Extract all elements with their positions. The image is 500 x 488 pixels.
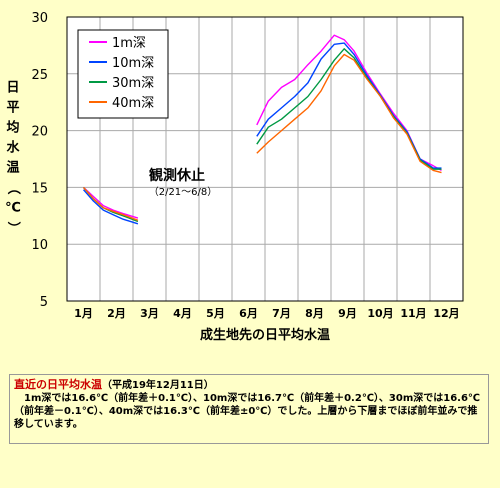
legend: 1m深 10m深 30m深 40m深 — [77, 29, 169, 119]
y-tick-label: 10 — [31, 238, 48, 253]
x-tick-label: 12月 — [433, 307, 459, 320]
x-tick-label: 2月 — [107, 307, 126, 320]
x-tick-label: 5月 — [206, 307, 225, 320]
note-body: 1m深では16.6℃（前年差＋0.1℃）、10m深では16.7℃（前年差＋0.2… — [14, 393, 481, 430]
x-tick-label: 6月 — [239, 307, 258, 320]
legend-label: 40m深 — [112, 96, 154, 111]
x-tick-label: 11月 — [400, 307, 426, 320]
legend-label: 30m深 — [112, 76, 154, 91]
y-label-char: 平 — [6, 101, 19, 116]
y-label-char: ℃ — [5, 201, 21, 216]
y-tick-label: 30 — [31, 11, 48, 26]
latest-temperature-note: 直近の日平均水温（平成19年12月11日） 1m深では16.6℃（前年差＋0.1… — [9, 374, 489, 444]
x-tick-label: 1月 — [74, 307, 93, 320]
y-label-char: 温 — [6, 161, 19, 176]
x-tick-label: 7月 — [272, 307, 291, 320]
plot-frame — [66, 16, 464, 302]
annotation-subtext: （2/21～6/8） — [149, 186, 218, 198]
y-label-char: 日 — [6, 81, 19, 96]
series-line — [82, 186, 139, 221]
y-label-char: 水 — [6, 140, 20, 156]
legend-items: 1m深 10m深 30m深 40m深 — [89, 36, 154, 111]
y-label-char: ） — [6, 221, 22, 234]
y-label-char: 均 — [6, 120, 19, 136]
legend-label: 1m深 — [112, 36, 146, 51]
legend-label: 10m深 — [112, 56, 154, 71]
series-line — [82, 189, 139, 225]
x-axis-label: 成生地先の日平均水温 — [200, 327, 330, 343]
x-tick-label: 9月 — [338, 307, 357, 320]
x-tick-labels: 1月 2月 3月 4月 5月 6月 7月 8月 9月 10月 11月 12月 — [74, 307, 459, 320]
y-tick-label: 25 — [31, 68, 48, 83]
annotation-text: 観測休止 — [149, 167, 205, 184]
x-tick-label: 4月 — [173, 307, 192, 320]
series-line — [83, 186, 139, 219]
x-tick-label: 8月 — [305, 307, 324, 320]
y-tick-label: 15 — [31, 181, 48, 196]
legend-box — [77, 29, 169, 119]
x-tick-label: 3月 — [140, 307, 159, 320]
y-axis-label: 日平均水温 （ ℃ ） — [5, 81, 21, 235]
note-header: 直近の日平均水温（平成19年12月11日） — [14, 378, 484, 392]
series-line — [256, 53, 442, 174]
y-tick-label: 20 — [31, 125, 48, 140]
y-label-char: （ — [6, 181, 22, 194]
note-title: 直近の日平均水温 — [14, 378, 102, 391]
note-date: （平成19年12月11日） — [102, 380, 214, 391]
x-tick-label: 10月 — [367, 307, 393, 320]
series-lines — [82, 34, 442, 225]
y-tick-labels: 5 10 15 20 25 30 — [31, 11, 48, 310]
y-tick-label: 5 — [40, 295, 48, 310]
